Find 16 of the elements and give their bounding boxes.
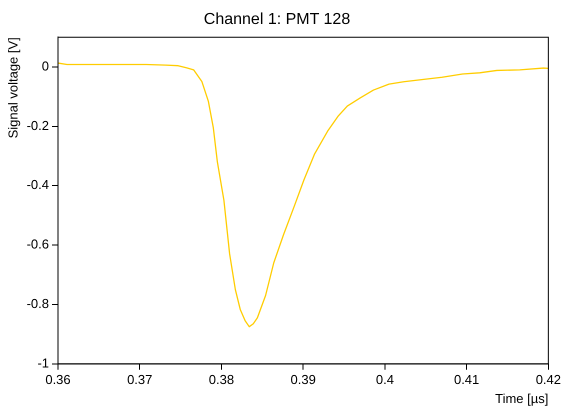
chart-title: Channel 1: PMT 128 bbox=[204, 11, 350, 28]
y-tick-label: -0.2 bbox=[26, 118, 49, 133]
y-tick-label: -0.8 bbox=[26, 296, 49, 311]
y-axis-title: Signal voltage [V] bbox=[5, 37, 20, 138]
x-tick-label: 0.39 bbox=[290, 372, 316, 388]
x-tick-label: 0.4 bbox=[376, 372, 394, 388]
x-tick-label: 0.37 bbox=[127, 372, 152, 388]
x-tick-label: 0.41 bbox=[454, 372, 480, 388]
x-tick-label: 0.36 bbox=[45, 372, 71, 388]
y-tick-label: 0 bbox=[42, 58, 49, 74]
y-tick-label: -0.6 bbox=[26, 236, 49, 252]
x-tick-label: 0.38 bbox=[208, 372, 234, 388]
x-tick-label: 0.42 bbox=[536, 372, 562, 388]
y-tick-label: -1 bbox=[37, 355, 49, 370]
y-tick-label: -0.4 bbox=[26, 177, 49, 192]
x-axis-title: Time [µs] bbox=[495, 390, 548, 406]
